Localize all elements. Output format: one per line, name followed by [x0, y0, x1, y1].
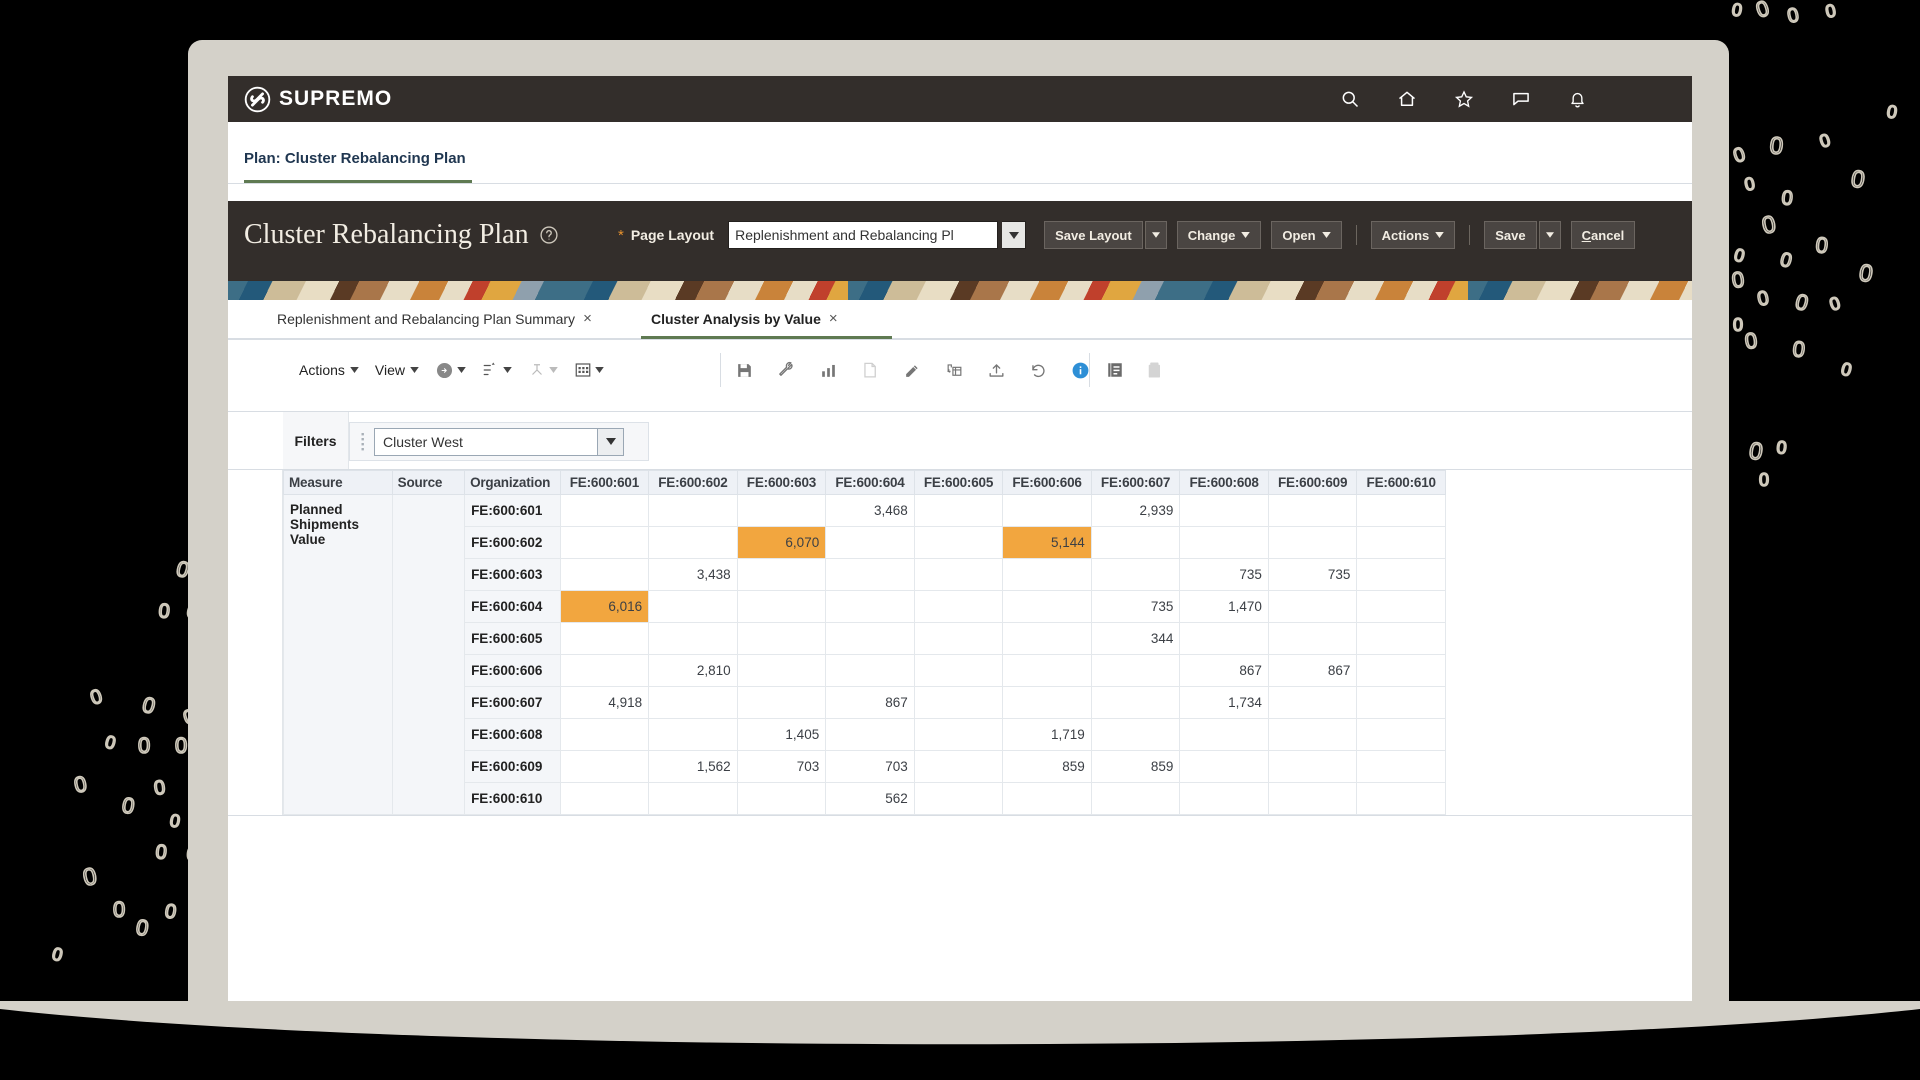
svg-text:0: 0 [163, 900, 178, 924]
svg-text:0: 0 [157, 600, 170, 623]
svg-text:0: 0 [1817, 130, 1833, 152]
svg-text:0: 0 [1849, 165, 1867, 194]
svg-text:0: 0 [153, 777, 167, 800]
svg-text:0: 0 [1885, 101, 1898, 122]
svg-text:0: 0 [103, 732, 118, 754]
svg-text:0: 0 [1730, 266, 1746, 292]
svg-text:0: 0 [1814, 232, 1829, 258]
svg-text:0: 0 [81, 863, 100, 892]
svg-text:0: 0 [1778, 249, 1794, 273]
svg-text:0: 0 [1733, 315, 1743, 335]
svg-text:0: 0 [1732, 245, 1747, 267]
svg-text:0: 0 [72, 771, 89, 798]
svg-text:0: 0 [1780, 187, 1793, 210]
svg-text:0: 0 [1731, 143, 1748, 167]
svg-text:0: 0 [1760, 211, 1779, 240]
svg-text:0: 0 [1768, 132, 1784, 160]
svg-text:0: 0 [1753, 0, 1772, 23]
svg-text:0: 0 [134, 914, 150, 941]
svg-text:0: 0 [1824, 0, 1838, 22]
svg-text:0: 0 [154, 841, 167, 864]
svg-text:0: 0 [1785, 4, 1800, 28]
svg-text:0: 0 [50, 944, 65, 966]
svg-text:0: 0 [168, 810, 181, 831]
svg-text:0: 0 [88, 685, 105, 709]
svg-text:0: 0 [1755, 287, 1770, 311]
svg-text:0: 0 [1730, 0, 1743, 21]
svg-text:0: 0 [120, 792, 136, 819]
svg-text:0: 0 [1759, 470, 1769, 490]
svg-text:0: 0 [1827, 293, 1843, 315]
svg-text:0: 0 [1839, 359, 1854, 381]
svg-text:0: 0 [1791, 336, 1806, 362]
svg-text:0: 0 [1793, 289, 1811, 316]
svg-text:0: 0 [113, 897, 125, 922]
svg-text:0: 0 [1743, 173, 1757, 195]
svg-text:0: 0 [1747, 437, 1765, 466]
svg-text:0: 0 [175, 733, 187, 758]
svg-text:0: 0 [1857, 259, 1875, 288]
svg-text:0: 0 [140, 692, 158, 719]
svg-text:0: 0 [1776, 437, 1788, 458]
svg-text:0: 0 [138, 733, 150, 758]
svg-text:0: 0 [1743, 327, 1759, 353]
